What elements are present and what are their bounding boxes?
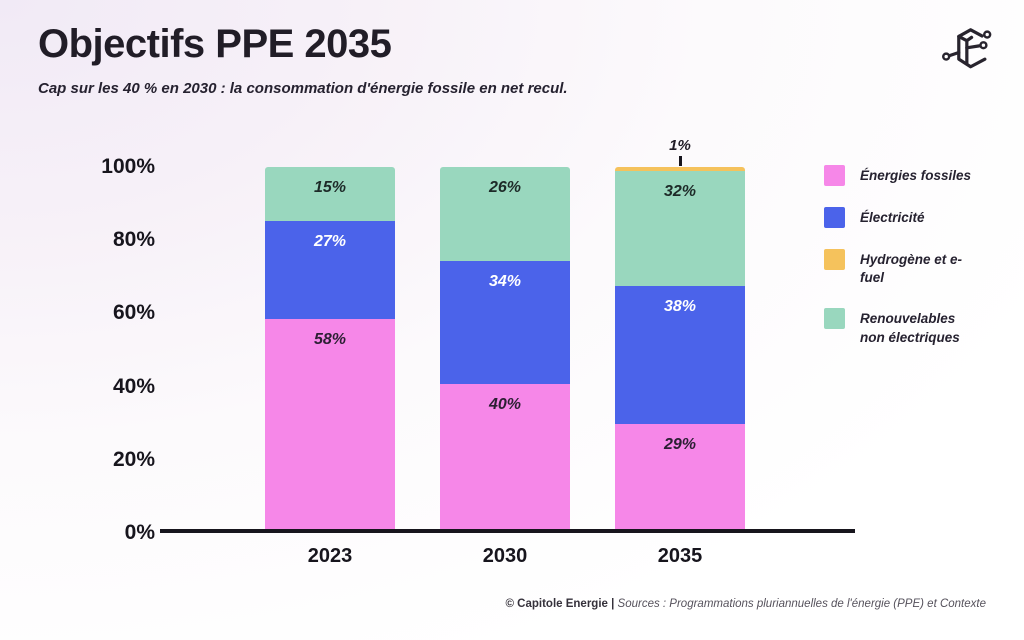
legend-item: Renouvelables non électriques: [824, 308, 1014, 346]
legend-label: Renouvelables non électriques: [860, 311, 960, 345]
copyright-text: © Capitole Energie |: [505, 598, 615, 610]
bar-stack: 40% 34% 26%: [440, 167, 570, 529]
label-connector-line: [679, 156, 682, 166]
segment-value-label: 38%: [663, 298, 697, 316]
x-axis-label: 2030: [482, 545, 528, 567]
bar-2023: 58% 27% 15% 2023: [265, 167, 395, 567]
segment-value-label: 27%: [313, 233, 347, 251]
legend-label: Électricité: [860, 210, 925, 225]
y-tick-label: 0%: [124, 521, 155, 544]
bar-segment: 40%: [440, 384, 570, 529]
bar-2035: 29% 38% 32% 1% 2035: [615, 137, 745, 567]
legend-swatch: [824, 165, 845, 186]
legend-item: Énergies fossiles: [824, 165, 1014, 186]
bar-segment: 32%: [615, 170, 745, 287]
y-tick-label: 80%: [112, 228, 155, 252]
bar-stack: 29% 38% 32%: [615, 167, 745, 529]
legend-label: Énergies fossiles: [860, 168, 972, 183]
page-subtitle: Cap sur les 40 % en 2030 : la consommati…: [38, 80, 568, 97]
segment-value-label: 29%: [663, 436, 697, 454]
chart-legend: Énergies fossiles Électricité Hydrogène et…: [824, 165, 1014, 347]
legend-swatch: [824, 249, 845, 270]
segment-value-label: 26%: [488, 179, 522, 197]
segment-value-label: 32%: [663, 182, 697, 200]
bar-segment: 15%: [265, 167, 395, 222]
legend-swatch: [824, 308, 845, 330]
segment-value-label: 15%: [313, 179, 347, 197]
capitole-energie-logo-icon: [942, 28, 992, 69]
x-axis-label: 2023: [307, 545, 353, 567]
bar-segment: 58%: [265, 319, 395, 529]
bar-2030: 40% 34% 26% 2030: [440, 167, 570, 567]
y-axis: 100% 80% 60% 40% 20% 0%: [0, 155, 155, 544]
x-axis-label: 2035: [657, 545, 703, 567]
bar-segment: 27%: [265, 221, 395, 320]
bar-segment: 34%: [440, 261, 570, 385]
source-credit: © Capitole Energie | Sources : Programma…: [506, 598, 987, 610]
page-title: Objectifs PPE 2035: [38, 22, 392, 66]
legend-item: Hydrogène et e-fuel: [824, 249, 1014, 287]
y-tick-label: 60%: [112, 301, 155, 325]
bar-segment: 38%: [615, 286, 745, 425]
bar-stack: 58% 27% 15%: [265, 167, 395, 529]
bar-segment: 29%: [615, 424, 745, 529]
segment-value-label: 58%: [313, 331, 347, 349]
y-tick-label: 100%: [101, 155, 155, 178]
segment-value-label-outside: 1%: [669, 137, 691, 154]
legend-swatch: [824, 207, 845, 228]
legend-item: Électricité: [824, 207, 1014, 228]
segment-value-label: 40%: [488, 396, 522, 414]
bar-segment: 26%: [440, 167, 570, 262]
y-tick-label: 20%: [112, 447, 155, 471]
sources-text: Sources : Programmations pluriannuelles …: [614, 598, 986, 610]
legend-label: Hydrogène et e-fuel: [860, 252, 963, 286]
y-tick-label: 40%: [112, 374, 155, 398]
segment-value-label: 34%: [488, 273, 522, 291]
plot-area: 58% 27% 15% 2023 40% 34% 26% 2030 29% 38% 32% 1% 203…: [160, 137, 855, 567]
bar-segment: [615, 167, 745, 171]
